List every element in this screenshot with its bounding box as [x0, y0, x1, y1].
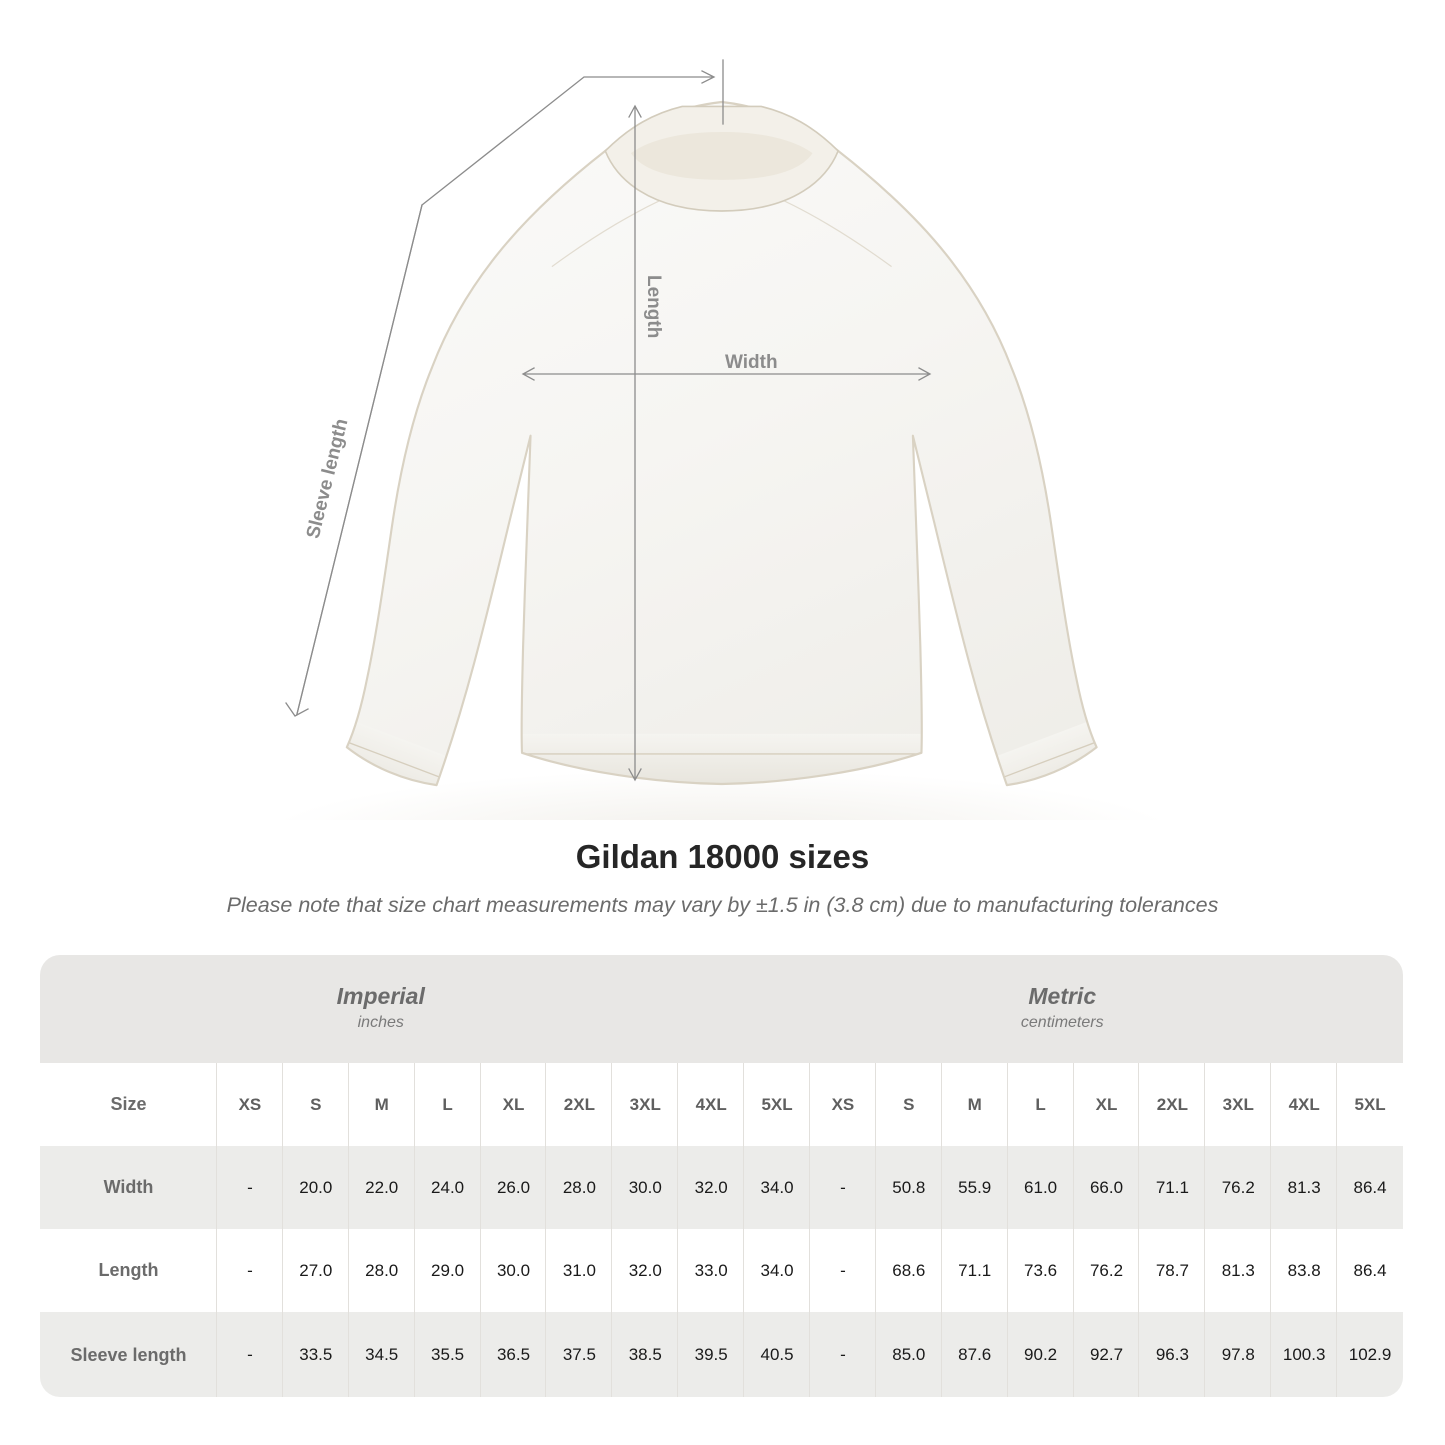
svg-text:Length: Length — [643, 275, 664, 338]
svg-text:Sleeve length: Sleeve length — [303, 417, 353, 541]
svg-text:Width: Width — [725, 352, 778, 373]
